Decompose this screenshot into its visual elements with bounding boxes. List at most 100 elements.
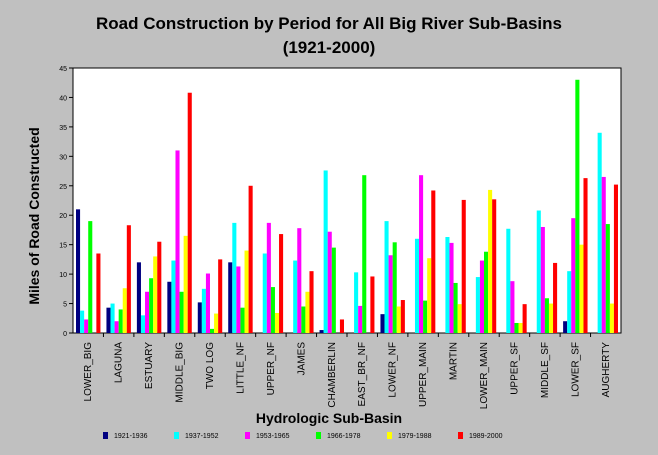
category-label: EAST_BR_NF xyxy=(357,342,368,406)
legend-swatch xyxy=(103,432,108,439)
bar xyxy=(106,307,111,333)
bar xyxy=(339,319,344,333)
bar xyxy=(136,262,141,333)
bar xyxy=(331,247,336,333)
bar xyxy=(461,199,466,333)
bar xyxy=(579,244,584,333)
category-label: MIDDLE_SF xyxy=(540,342,551,398)
bar xyxy=(475,277,480,333)
legend-label: 1989-2000 xyxy=(469,433,503,440)
bar xyxy=(583,178,588,333)
bar xyxy=(88,221,93,333)
bar xyxy=(479,260,484,333)
bar xyxy=(228,262,233,333)
bar xyxy=(297,228,302,333)
bar xyxy=(205,273,210,333)
bar xyxy=(279,234,284,333)
category-label: UPPER_SF xyxy=(509,342,520,395)
bar xyxy=(388,255,393,333)
bar xyxy=(84,319,89,333)
bar xyxy=(179,291,184,333)
bar xyxy=(431,190,436,333)
bar xyxy=(506,228,511,333)
y-tick-label: 15 xyxy=(59,243,67,250)
bar xyxy=(183,235,188,333)
bar xyxy=(380,314,385,333)
bar xyxy=(175,150,180,333)
legend-label: 1953-1965 xyxy=(256,433,290,440)
bar xyxy=(384,221,389,333)
bar xyxy=(567,271,572,333)
legend-label: 1921-1936 xyxy=(114,433,148,440)
bar xyxy=(536,210,541,333)
bar xyxy=(544,298,549,333)
bar xyxy=(453,282,458,333)
bar xyxy=(319,330,324,333)
bar xyxy=(167,281,172,333)
bar xyxy=(232,222,237,333)
bar xyxy=(522,304,527,333)
bar xyxy=(484,251,489,333)
y-tick-label: 25 xyxy=(59,184,67,191)
bar xyxy=(110,303,115,333)
bar xyxy=(305,291,310,333)
y-tick-label: 10 xyxy=(59,272,67,279)
legend-label: 1979-1988 xyxy=(398,433,432,440)
bar xyxy=(354,272,359,333)
legend-swatch xyxy=(458,432,463,439)
bar xyxy=(419,175,424,333)
bar xyxy=(396,306,401,333)
bar xyxy=(445,237,450,333)
bar xyxy=(126,225,131,333)
bar xyxy=(114,321,119,333)
bar xyxy=(187,92,192,333)
category-label: LOWER_MAIN xyxy=(479,342,490,409)
bar xyxy=(309,271,314,333)
legend-label: 1937-1952 xyxy=(185,433,219,440)
bar xyxy=(370,276,375,333)
bar xyxy=(605,224,610,333)
category-label: LITTLE_NF xyxy=(235,342,246,394)
category-label: JAMES xyxy=(296,342,307,376)
bar xyxy=(118,309,123,333)
bar xyxy=(244,250,249,333)
bar xyxy=(201,288,206,333)
bar xyxy=(575,79,580,334)
category-label: TWO LOG xyxy=(205,342,216,389)
bar xyxy=(270,287,275,333)
bar xyxy=(301,306,306,333)
category-label: LAGUNA xyxy=(114,342,125,383)
bar xyxy=(457,304,462,333)
category-label: UPPER_NF xyxy=(266,342,277,395)
bar xyxy=(236,266,241,333)
bar xyxy=(210,328,215,333)
bar xyxy=(601,176,606,333)
bar xyxy=(266,222,271,333)
bar xyxy=(571,218,576,333)
bar xyxy=(149,278,154,333)
category-label: UPPER_MAIN xyxy=(418,342,429,407)
bar xyxy=(414,238,420,333)
bar xyxy=(613,184,618,333)
bar xyxy=(427,258,432,333)
bar xyxy=(492,199,497,333)
bar xyxy=(140,315,146,333)
category-label: AUGHERTY xyxy=(601,342,612,398)
y-tick-label: 30 xyxy=(59,154,67,161)
bar xyxy=(510,281,515,333)
legend-swatch xyxy=(387,432,392,439)
legend-label: 1966-1978 xyxy=(327,433,361,440)
legend-swatch xyxy=(245,432,250,439)
category-label: LOWER_BIG xyxy=(83,342,94,402)
bar xyxy=(214,313,219,333)
bar xyxy=(563,321,568,333)
y-tick-label: 5 xyxy=(63,302,67,309)
legend-swatch xyxy=(174,432,179,439)
bar xyxy=(423,300,428,333)
bar xyxy=(392,242,397,333)
y-tick-label: 0 xyxy=(63,331,67,338)
y-tick-label: 35 xyxy=(59,125,67,132)
plot-area xyxy=(72,67,622,334)
bar xyxy=(80,310,85,333)
bar xyxy=(553,262,558,333)
